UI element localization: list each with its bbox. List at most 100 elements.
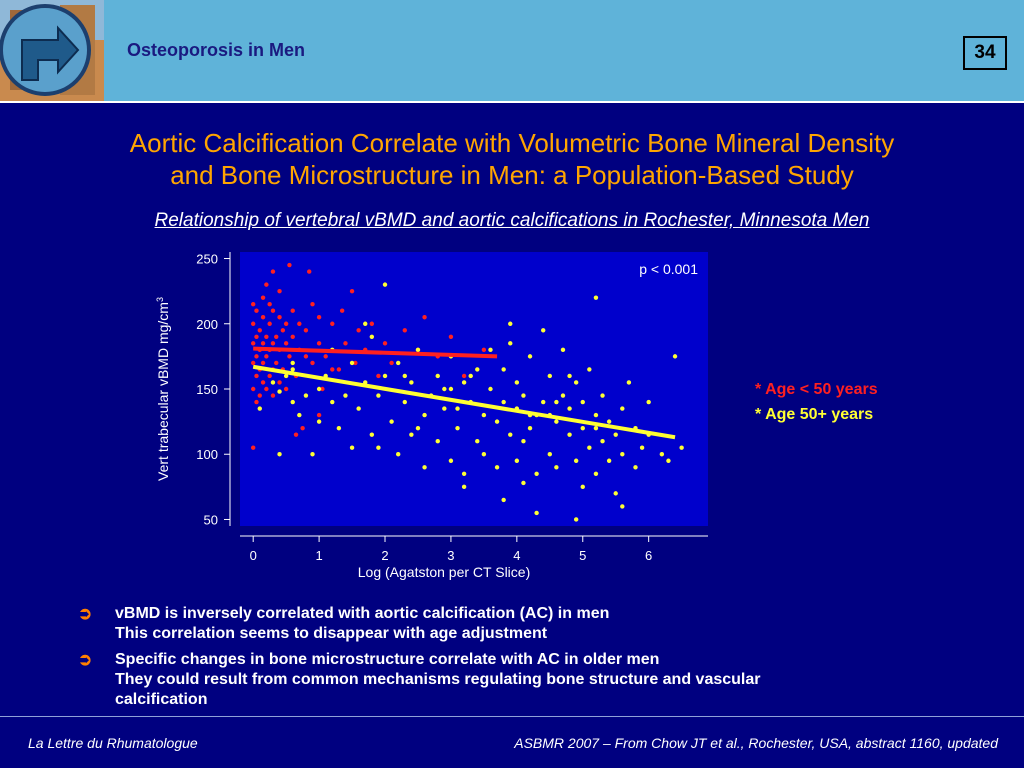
x-tick-label: 5 xyxy=(579,548,586,563)
data-point-50-plus xyxy=(672,354,678,359)
data-point-under-50 xyxy=(307,269,312,274)
data-point-50-plus xyxy=(389,419,394,424)
data-point-under-50 xyxy=(353,360,358,366)
data-point-50-plus xyxy=(560,393,566,398)
data-point-50-plus xyxy=(633,465,638,470)
data-point-under-50 xyxy=(257,328,262,333)
data-point-50-plus xyxy=(593,295,599,300)
data-point-50-plus xyxy=(613,432,618,437)
x-tick-label: 2 xyxy=(381,548,388,563)
data-point-50-plus xyxy=(508,321,513,326)
data-point-50-plus xyxy=(626,380,632,385)
data-point-50-plus xyxy=(382,282,388,287)
data-point-under-50 xyxy=(481,347,487,353)
data-point-50-plus xyxy=(442,406,447,411)
data-point-under-50 xyxy=(290,334,295,340)
data-point-50-plus xyxy=(382,373,388,379)
data-point-50-plus xyxy=(415,347,421,353)
data-point-50-plus xyxy=(567,406,572,411)
data-point-50-plus xyxy=(395,452,401,457)
data-point-50-plus xyxy=(580,425,585,431)
data-point-50-plus xyxy=(600,393,605,398)
data-point-under-50 xyxy=(277,288,282,294)
data-point-under-50 xyxy=(287,354,292,359)
data-point-50-plus xyxy=(369,334,375,340)
trend-line-50-plus xyxy=(252,364,676,440)
y-tick-label: 250 xyxy=(196,252,218,267)
data-point-under-50 xyxy=(323,354,328,359)
data-point-50-plus xyxy=(547,452,553,457)
data-point-50-plus xyxy=(290,399,295,405)
data-point-50-plus xyxy=(494,465,500,470)
data-point-50-plus xyxy=(475,438,480,444)
data-point-under-50 xyxy=(303,354,309,359)
data-point-50-plus xyxy=(468,373,473,379)
data-point-under-50 xyxy=(293,432,299,437)
data-point-under-50 xyxy=(260,380,266,385)
data-point-under-50 xyxy=(422,315,427,320)
data-point-50-plus xyxy=(620,406,625,411)
data-point-50-plus xyxy=(343,393,348,398)
data-point-under-50 xyxy=(316,341,322,346)
legend-age-50-plus: * Age 50+ years xyxy=(755,406,874,423)
header-bar: Osteoporosis in Men 34 xyxy=(0,0,1024,103)
data-point-under-50 xyxy=(274,360,279,366)
data-point-50-plus xyxy=(527,354,533,359)
data-point-under-50 xyxy=(283,386,289,392)
data-point-50-plus xyxy=(580,484,585,490)
slide-title: Aortic Calcification Correlate with Volu… xyxy=(40,127,984,191)
data-point-50-plus xyxy=(613,491,618,496)
data-point-50-plus xyxy=(567,373,572,379)
data-point-50-plus xyxy=(270,380,276,385)
footer-journal: La Lettre du Rhumatologue xyxy=(28,735,198,751)
y-tick-label: 200 xyxy=(196,317,218,332)
data-point-50-plus xyxy=(257,406,262,411)
data-point-50-plus xyxy=(330,399,335,405)
data-point-50-plus xyxy=(409,432,414,437)
data-point-50-plus xyxy=(659,452,665,457)
data-point-50-plus xyxy=(461,471,467,477)
data-point-under-50 xyxy=(264,354,269,359)
data-point-50-plus xyxy=(395,360,401,366)
data-point-50-plus xyxy=(488,386,493,392)
data-point-under-50 xyxy=(280,328,286,333)
x-tick-label: 1 xyxy=(315,548,322,563)
data-point-50-plus xyxy=(349,360,355,366)
data-point-50-plus xyxy=(488,347,493,353)
data-point-50-plus xyxy=(435,373,440,379)
bullet-text: This correlation seems to disappear with… xyxy=(115,625,548,642)
data-point-50-plus xyxy=(363,321,368,326)
data-point-under-50 xyxy=(310,301,315,307)
data-point-50-plus xyxy=(481,412,487,418)
data-point-under-50 xyxy=(250,321,256,326)
data-point-50-plus xyxy=(547,373,553,379)
data-point-under-50 xyxy=(254,399,259,405)
x-tick-label: 6 xyxy=(645,548,652,563)
data-point-50-plus xyxy=(442,386,447,392)
slide-title-line2: and Bone Microstructure in Men: a Popula… xyxy=(170,160,854,190)
y-tick-label: 150 xyxy=(196,382,218,397)
data-point-50-plus xyxy=(508,341,513,346)
data-point-50-plus xyxy=(606,419,612,424)
data-point-50-plus xyxy=(494,419,500,424)
data-point-50-plus xyxy=(422,412,427,418)
data-point-under-50 xyxy=(260,360,266,366)
data-point-under-50 xyxy=(448,334,454,340)
data-point-50-plus xyxy=(534,510,539,516)
x-tick-label: 0 xyxy=(250,548,257,563)
data-point-50-plus xyxy=(336,425,342,431)
data-point-50-plus xyxy=(620,452,625,457)
data-point-under-50 xyxy=(343,341,348,346)
data-point-50-plus xyxy=(514,380,520,385)
data-point-under-50 xyxy=(277,380,282,385)
data-point-50-plus xyxy=(461,484,467,490)
data-point-50-plus xyxy=(593,425,599,431)
data-point-50-plus xyxy=(541,399,546,405)
data-point-under-50 xyxy=(254,308,259,313)
footer-citation: ASBMR 2007 – From Chow JT et al., Roches… xyxy=(514,735,998,751)
data-point-50-plus xyxy=(290,360,295,366)
data-point-50-plus xyxy=(455,406,460,411)
data-point-50-plus xyxy=(666,458,671,463)
slide-title-line1: Aortic Calcification Correlate with Volu… xyxy=(129,128,895,158)
data-point-50-plus xyxy=(501,367,506,372)
